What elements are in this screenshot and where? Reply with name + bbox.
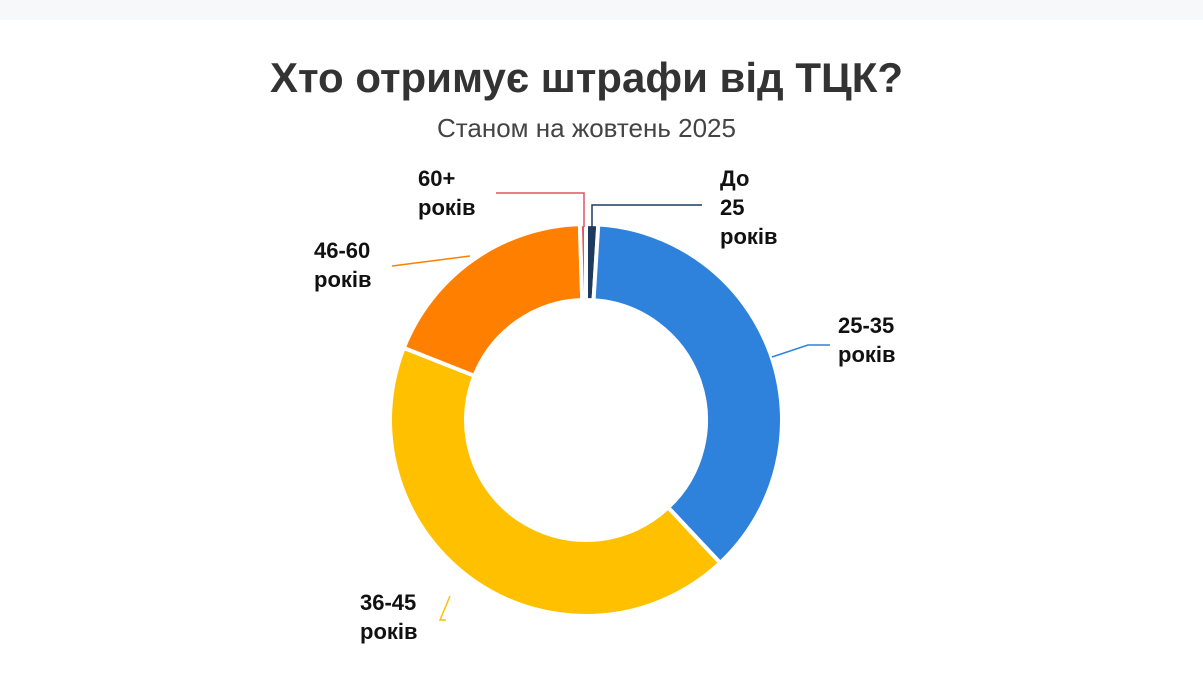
slice-label-line: років xyxy=(838,342,896,367)
donut-slice-3 xyxy=(401,222,585,378)
slice-label-line: 25 xyxy=(720,195,744,220)
top-strip xyxy=(0,0,1203,20)
leader-line-1 xyxy=(771,344,830,358)
slice-label-3: 46-60 років xyxy=(314,238,372,292)
donut-slice-1 xyxy=(591,222,784,565)
slice-label-line: 46-60 xyxy=(314,238,370,263)
slice-label-line: років xyxy=(360,619,418,644)
chart-title: Хто отримує штрафи від ТЦК? xyxy=(269,54,903,101)
leader-line-3 xyxy=(391,255,471,267)
slice-label-line: років xyxy=(418,195,476,220)
slice-label-line: 36-45 xyxy=(360,590,416,615)
leader-line-2 xyxy=(438,595,451,621)
slice-label-line: років xyxy=(314,267,372,292)
slice-label-2: 36-45 років xyxy=(360,590,418,644)
donut-slice-4 xyxy=(577,222,588,303)
slice-label-line: 60+ xyxy=(418,166,455,191)
slice-label-4: 60+ років xyxy=(418,166,476,220)
slice-label-line: 25-35 xyxy=(838,313,894,338)
slice-label-1: 25-35 років xyxy=(838,313,896,367)
chart-subtitle: Станом на жовтень 2025 xyxy=(437,113,736,143)
leader-line-0 xyxy=(591,204,702,230)
donut-slice-2 xyxy=(388,345,723,618)
leader-line-4 xyxy=(496,192,585,227)
slice-label-line: років xyxy=(720,224,778,249)
slice-label-line: До xyxy=(720,166,749,191)
slice-label-0: До 25 років xyxy=(720,166,778,249)
